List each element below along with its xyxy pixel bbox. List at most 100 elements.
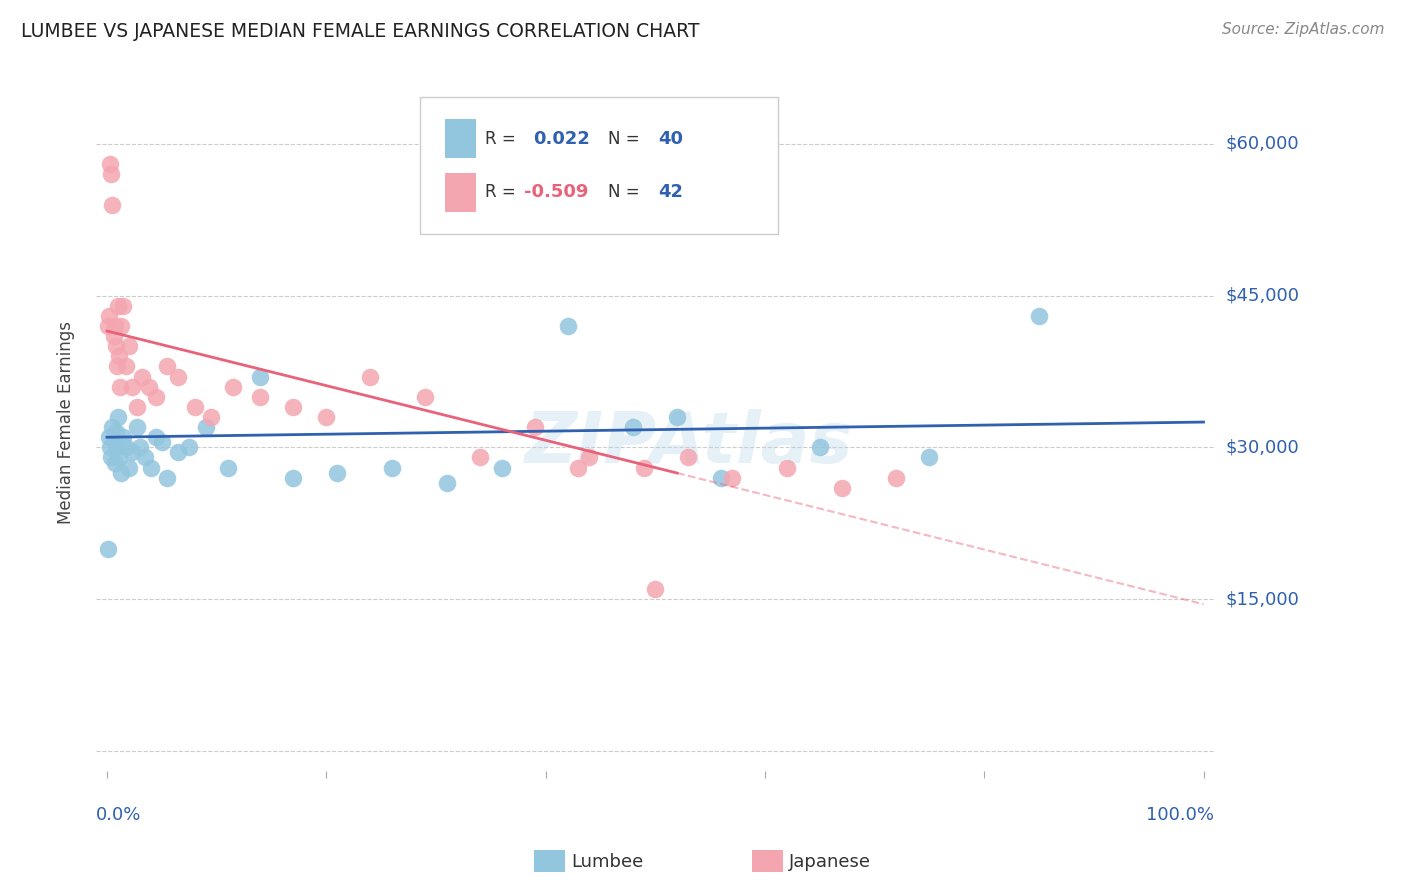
Point bbox=[156, 359, 179, 374]
Point bbox=[108, 349, 131, 363]
Text: 42: 42 bbox=[658, 184, 683, 202]
Point bbox=[1028, 309, 1050, 323]
Point bbox=[100, 450, 122, 465]
Text: 100.0%: 100.0% bbox=[1146, 806, 1215, 824]
Point bbox=[97, 541, 120, 556]
Point bbox=[145, 430, 167, 444]
Point bbox=[101, 197, 124, 211]
Point bbox=[110, 318, 132, 333]
Point bbox=[413, 390, 436, 404]
Point bbox=[283, 400, 305, 414]
Point bbox=[326, 466, 349, 480]
Point bbox=[468, 450, 491, 465]
Point bbox=[633, 460, 655, 475]
Point bbox=[918, 450, 941, 465]
Point bbox=[114, 359, 136, 374]
Point bbox=[121, 379, 143, 393]
Point bbox=[104, 318, 127, 333]
Point bbox=[104, 339, 127, 353]
Bar bbox=[444, 173, 477, 211]
Point bbox=[125, 400, 148, 414]
Point bbox=[128, 441, 150, 455]
Text: 40: 40 bbox=[658, 129, 683, 147]
Point bbox=[222, 379, 245, 393]
Point bbox=[676, 450, 699, 465]
Point bbox=[112, 299, 135, 313]
Point bbox=[578, 450, 600, 465]
Point bbox=[200, 409, 222, 424]
Point bbox=[105, 359, 128, 374]
Point bbox=[644, 582, 666, 596]
Text: LUMBEE VS JAPANESE MEDIAN FEMALE EARNINGS CORRELATION CHART: LUMBEE VS JAPANESE MEDIAN FEMALE EARNING… bbox=[21, 22, 700, 41]
Point bbox=[139, 460, 162, 475]
Point bbox=[557, 318, 579, 333]
Point bbox=[167, 369, 190, 384]
Point bbox=[104, 456, 127, 470]
Point bbox=[831, 481, 853, 495]
Point bbox=[436, 475, 458, 490]
Point bbox=[131, 369, 153, 384]
Point bbox=[567, 460, 589, 475]
Point bbox=[98, 309, 121, 323]
Point bbox=[105, 441, 128, 455]
Point bbox=[150, 435, 173, 450]
Point bbox=[98, 430, 121, 444]
Text: Source: ZipAtlas.com: Source: ZipAtlas.com bbox=[1222, 22, 1385, 37]
Point bbox=[183, 400, 205, 414]
Point bbox=[249, 369, 271, 384]
Point bbox=[112, 430, 135, 444]
Point bbox=[808, 441, 831, 455]
Point bbox=[125, 420, 148, 434]
Point bbox=[121, 445, 143, 459]
Point bbox=[107, 299, 129, 313]
Point bbox=[721, 471, 744, 485]
Point bbox=[108, 379, 131, 393]
Point bbox=[104, 425, 127, 440]
Point bbox=[118, 339, 141, 353]
Point bbox=[98, 441, 121, 455]
Text: ZIPAtlas: ZIPAtlas bbox=[524, 409, 853, 477]
Point bbox=[145, 390, 167, 404]
Point bbox=[523, 420, 546, 434]
Point bbox=[666, 409, 689, 424]
Point bbox=[710, 471, 733, 485]
Text: $45,000: $45,000 bbox=[1226, 286, 1299, 304]
Point bbox=[101, 420, 124, 434]
Point bbox=[110, 466, 132, 480]
Point bbox=[107, 409, 129, 424]
Text: R =: R = bbox=[485, 129, 522, 147]
Point bbox=[118, 460, 141, 475]
Text: Japanese: Japanese bbox=[789, 853, 870, 871]
Text: $60,000: $60,000 bbox=[1226, 135, 1299, 153]
Point bbox=[776, 460, 799, 475]
Point bbox=[217, 460, 239, 475]
Point bbox=[315, 409, 337, 424]
Point bbox=[249, 390, 271, 404]
Point bbox=[359, 369, 381, 384]
Point bbox=[103, 329, 125, 343]
Point bbox=[98, 157, 121, 171]
Point bbox=[134, 450, 156, 465]
Point bbox=[167, 445, 190, 459]
Point bbox=[381, 460, 404, 475]
Text: Lumbee: Lumbee bbox=[571, 853, 643, 871]
Point bbox=[103, 435, 125, 450]
Point bbox=[283, 471, 305, 485]
Text: -0.509: -0.509 bbox=[524, 184, 589, 202]
FancyBboxPatch shape bbox=[420, 97, 779, 234]
Point bbox=[97, 318, 120, 333]
Text: N =: N = bbox=[609, 129, 645, 147]
Point bbox=[886, 471, 908, 485]
Text: 0.0%: 0.0% bbox=[96, 806, 142, 824]
Y-axis label: Median Female Earnings: Median Female Earnings bbox=[58, 320, 75, 524]
Text: 0.022: 0.022 bbox=[533, 129, 591, 147]
Point bbox=[138, 379, 160, 393]
Point bbox=[621, 420, 644, 434]
Text: $15,000: $15,000 bbox=[1226, 591, 1299, 608]
Point bbox=[156, 471, 179, 485]
Point bbox=[108, 450, 131, 465]
Point bbox=[491, 460, 513, 475]
Text: $30,000: $30,000 bbox=[1226, 438, 1299, 457]
Point bbox=[194, 420, 217, 434]
Point bbox=[100, 167, 122, 181]
